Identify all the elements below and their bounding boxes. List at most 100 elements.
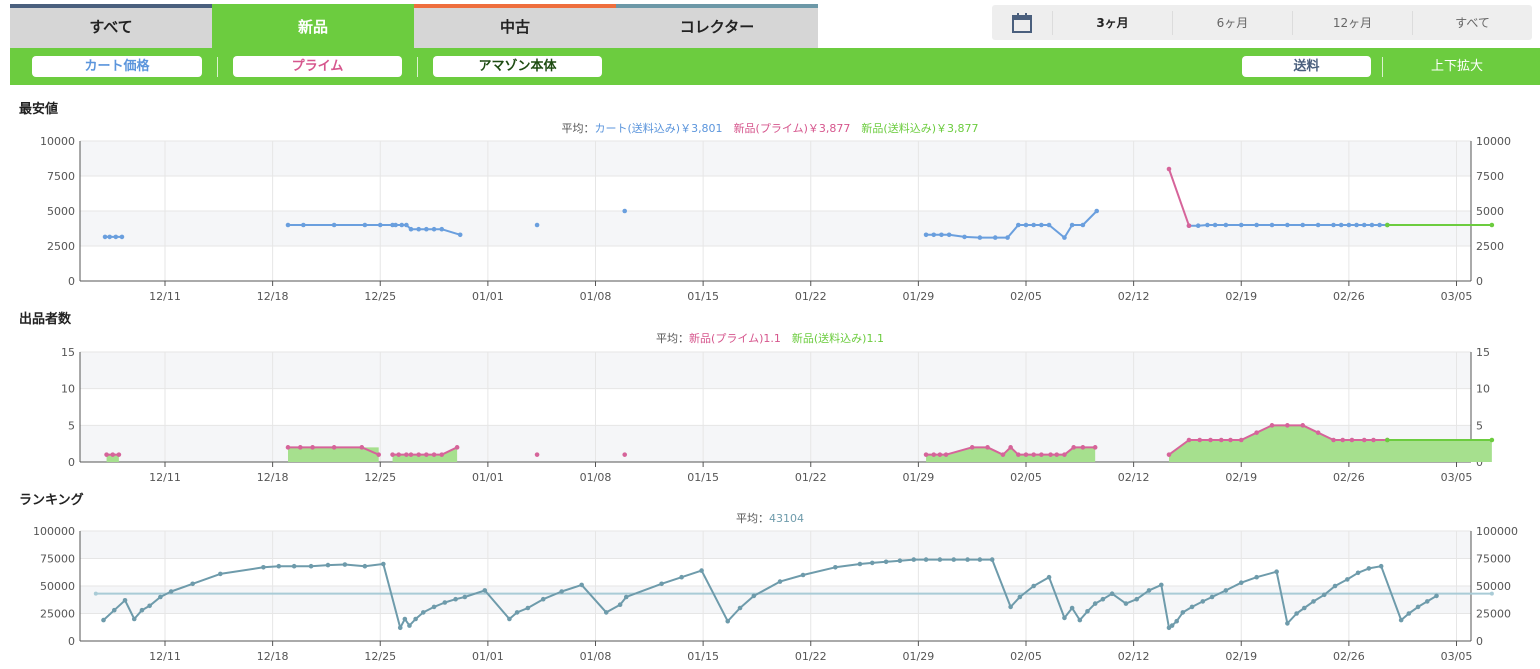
toggle-prime[interactable]: プライム — [233, 56, 402, 77]
data-point-prime — [404, 452, 409, 457]
tab-new[interactable]: 新品 — [212, 4, 414, 48]
chart-title: 最安値 — [19, 101, 58, 117]
data-point-rank — [421, 610, 426, 615]
y-tick-label-right: 5 — [1476, 419, 1483, 432]
tab-collector[interactable]: コレクター — [616, 4, 818, 48]
range-all[interactable]: すべて — [1412, 10, 1532, 35]
data-point-rank — [190, 581, 195, 587]
range-3-months[interactable]: 3ヶ月 — [1052, 10, 1172, 35]
data-point-prime — [331, 445, 337, 450]
x-tick-label: 01/22 — [795, 471, 827, 484]
data-point-cart — [977, 235, 983, 240]
data-point-rank — [1355, 570, 1361, 576]
tab-all[interactable]: すべて — [10, 4, 212, 48]
data-point-prime — [1238, 437, 1244, 443]
data-point-rank — [617, 602, 623, 607]
series-line-prime — [1168, 168, 1190, 227]
data-point-prime — [396, 452, 402, 457]
data-point-cart — [1080, 222, 1086, 228]
data-point-cart — [113, 234, 119, 240]
data-point-cart — [534, 222, 540, 228]
data-point-rank — [1174, 618, 1179, 624]
offer-area — [1168, 425, 1492, 462]
data-point-rank — [883, 559, 889, 565]
data-point-cart — [377, 222, 383, 228]
y-tick-label-left: 15 — [61, 346, 75, 359]
data-point-cart — [1338, 222, 1344, 228]
grid-band — [80, 531, 1471, 559]
data-point-rank — [1406, 611, 1412, 616]
data-point-rank — [139, 607, 145, 613]
calendar-icon[interactable] — [992, 12, 1052, 34]
chart-panel-3: 12/11 12/18 12/25 01/01 01/08 01/15 01/22 01/29… — [19, 492, 1518, 663]
data-point-cart — [119, 234, 125, 240]
data-point-cart — [393, 222, 398, 228]
data-point-rank — [1345, 577, 1350, 582]
condition-tabs: すべて 新品 中古 コレクター — [10, 4, 818, 48]
data-point-cart — [107, 234, 112, 240]
expand-vertical-button[interactable]: 上下拡大 — [1430, 59, 1483, 74]
data-point-rank — [1321, 592, 1327, 598]
data-point-prime — [116, 452, 122, 457]
data-point-rank — [559, 589, 564, 594]
average-item: 43104 — [769, 512, 804, 525]
data-point-prime — [1000, 452, 1006, 457]
data-point-prime — [1186, 437, 1192, 443]
y-tick-label-left: 7500 — [47, 170, 75, 183]
data-point-cart — [923, 232, 929, 238]
tab-used-label: 中古 — [499, 17, 530, 36]
average-line-point — [93, 591, 98, 596]
y-tick-label-right: 10 — [1476, 383, 1490, 396]
data-point-cart — [404, 222, 409, 228]
average-prefix: 平均： — [561, 122, 594, 135]
data-point-cart — [946, 232, 952, 238]
data-point-cart — [399, 222, 405, 228]
average-prefix: 平均： — [656, 332, 689, 345]
data-point-prime — [1331, 437, 1336, 443]
offer-area — [106, 454, 119, 462]
data-point-rank — [1301, 605, 1307, 611]
data-point-prime — [1208, 437, 1213, 443]
toggle-amazon[interactable]: アマゾン本体 — [433, 56, 602, 77]
x-tick-label: 12/11 — [149, 290, 181, 303]
x-tick-label: 12/18 — [257, 471, 289, 484]
tab-new-strip — [212, 4, 414, 8]
x-tick-label: 01/08 — [580, 650, 612, 663]
data-point-prime — [1016, 452, 1021, 457]
data-point-cart — [431, 226, 437, 232]
x-tick-label: 01/01 — [472, 471, 504, 484]
x-tick-label: 03/05 — [1441, 471, 1473, 484]
data-point-rank — [402, 616, 408, 622]
data-point-rank — [725, 618, 731, 624]
data-point-prime — [1254, 430, 1259, 435]
range-6-months[interactable]: 6ヶ月 — [1172, 10, 1292, 35]
data-point-cart — [1377, 222, 1382, 228]
data-point-prime — [1166, 452, 1172, 457]
x-tick-label: 02/26 — [1333, 650, 1365, 663]
toggle-shipping[interactable]: 送料 — [1242, 56, 1371, 77]
data-point-prime — [298, 445, 303, 450]
toggle-cart-price[interactable]: カート価格 — [32, 56, 202, 77]
data-point-rank — [308, 563, 314, 569]
grid-band — [80, 141, 1471, 176]
data-point-prime — [1023, 452, 1029, 457]
y-tick-label-left: 0 — [68, 456, 75, 469]
data-point-rank — [507, 616, 512, 622]
data-point-rank — [1378, 563, 1384, 569]
grid-band — [80, 211, 1471, 246]
data-point-rank — [1062, 615, 1067, 621]
data-point-rank — [482, 588, 488, 593]
x-tick-label: 01/08 — [580, 471, 612, 484]
data-point-prime — [1269, 423, 1275, 428]
data-point-rank — [342, 562, 348, 567]
data-point-rank — [857, 561, 863, 567]
range-12-months[interactable]: 12ヶ月 — [1292, 10, 1412, 35]
x-tick-label: 02/26 — [1333, 290, 1365, 303]
x-tick-label: 01/22 — [795, 290, 827, 303]
chart-panel-1: 12/11 12/18 12/25 01/01 01/08 01/15 01/22 01/29… — [19, 101, 1511, 303]
data-point-prime — [1166, 166, 1172, 172]
data-point-rank — [1223, 588, 1229, 593]
y-tick-label-left: 10 — [61, 383, 75, 396]
tab-used[interactable]: 中古 — [414, 4, 616, 48]
data-point-prime — [376, 452, 382, 457]
